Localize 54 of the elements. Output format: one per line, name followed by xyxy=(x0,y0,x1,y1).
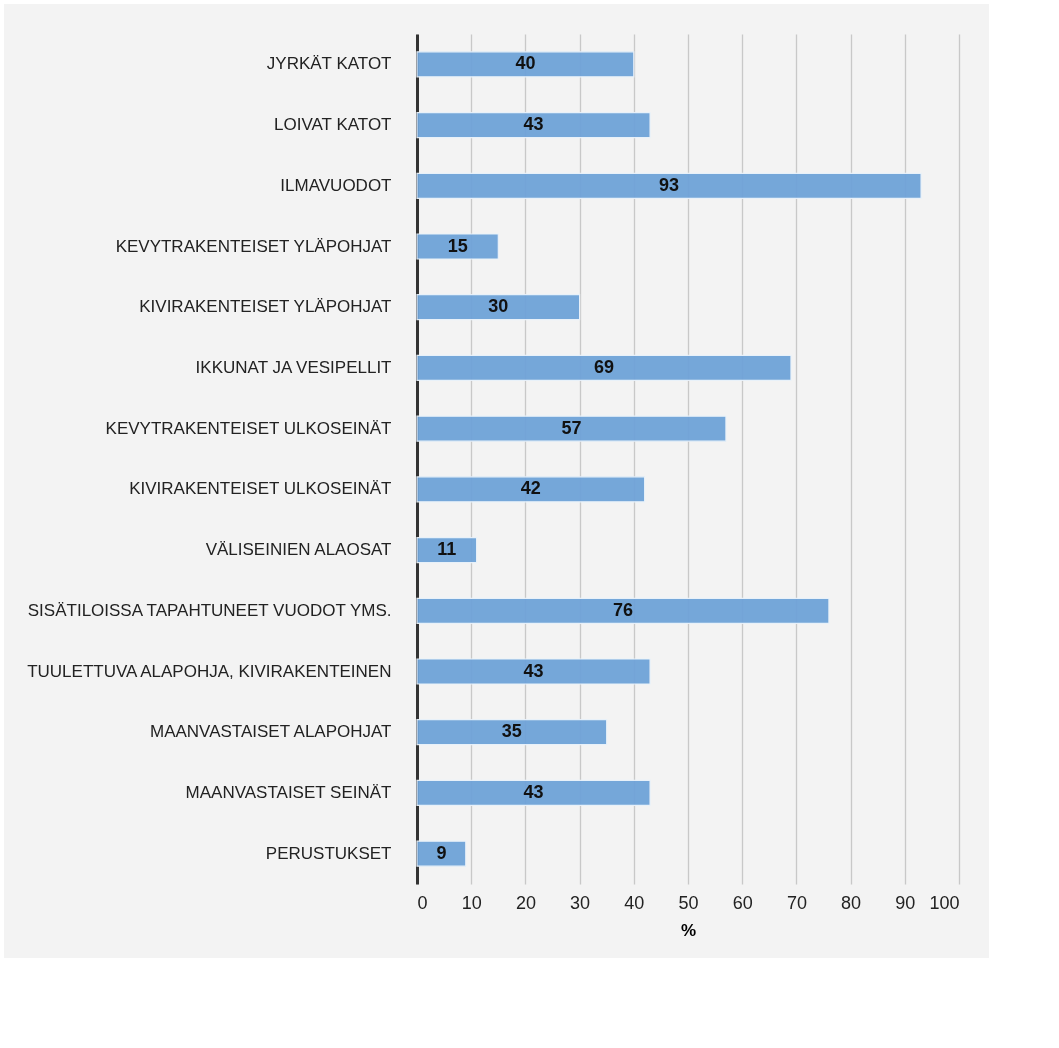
data-label: 93 xyxy=(659,174,680,195)
x-tick-label: 0 xyxy=(417,892,428,913)
data-label: 11 xyxy=(437,539,457,560)
bar xyxy=(416,476,646,503)
y-tick-label: KEVYTRAKENTEISET ULKOSEINÄT xyxy=(105,418,392,438)
y-tick-label: PERUSTUKSET xyxy=(265,843,392,863)
x-tick-label: 70 xyxy=(786,892,807,913)
bar xyxy=(416,233,499,260)
y-tick-label: MAANVASTAISET ALAPOHJAT xyxy=(149,722,392,742)
data-label: 9 xyxy=(436,842,447,863)
y-tick-label: LOIVAT KATOT xyxy=(274,115,392,135)
x-tick-label: 20 xyxy=(515,892,536,913)
data-label: 69 xyxy=(593,356,615,377)
x-tick-label: 80 xyxy=(841,892,862,913)
data-label: 30 xyxy=(488,296,509,317)
x-tick-label: 90 xyxy=(895,892,916,913)
bar xyxy=(416,294,581,321)
y-tick-label: SISÄTILOISSA TAPAHTUNEET VUODOT YMS. xyxy=(27,600,392,620)
bar xyxy=(416,172,922,199)
data-label: 15 xyxy=(447,235,468,256)
bar xyxy=(416,354,792,382)
data-label: 40 xyxy=(515,53,536,74)
bar xyxy=(416,111,651,139)
y-tick-label: KEVYTRAKENTEISET YLÄPOHJAT xyxy=(115,236,392,256)
data-label: 43 xyxy=(523,781,544,802)
bar xyxy=(416,51,635,78)
y-tick-label: ILMAVUODOT xyxy=(280,175,392,195)
bar xyxy=(416,536,478,564)
y-tick-label: IKKUNAT JA VESIPELLIT xyxy=(195,357,392,377)
data-label: 42 xyxy=(520,478,541,499)
y-tick-label: KIVIRAKENTEISET ULKOSEINÄT xyxy=(129,479,392,499)
bar xyxy=(416,658,651,685)
bar xyxy=(416,840,467,867)
data-label: 57 xyxy=(561,417,582,438)
x-tick-label: 60 xyxy=(732,892,753,913)
x-tick-label: 30 xyxy=(570,892,591,913)
data-label: 35 xyxy=(501,721,522,742)
bar xyxy=(416,597,830,624)
bar xyxy=(416,779,651,807)
x-axis-title: % xyxy=(680,920,697,940)
x-tick-label: 50 xyxy=(678,892,699,913)
x-tick-label: 40 xyxy=(624,892,645,913)
y-tick-label: JYRKÄT KATOT xyxy=(266,54,392,74)
y-tick-label: KIVIRAKENTEISET YLÄPOHJAT xyxy=(139,297,392,317)
x-tick-label: 100 xyxy=(929,892,960,913)
data-label: 76 xyxy=(612,599,633,620)
x-tick-label: 10 xyxy=(461,892,482,913)
bar xyxy=(416,415,727,442)
data-label: 43 xyxy=(523,114,544,135)
data-label: 43 xyxy=(523,660,544,681)
y-tick-label: VÄLISEINIEN ALAOSAT xyxy=(205,540,392,560)
y-tick-label: MAANVASTAISET SEINÄT xyxy=(185,782,392,802)
bar xyxy=(416,719,608,746)
y-tick-label: TUULETTUVA ALAPOHJA, KIVIRAKENTEINEN xyxy=(27,661,392,681)
